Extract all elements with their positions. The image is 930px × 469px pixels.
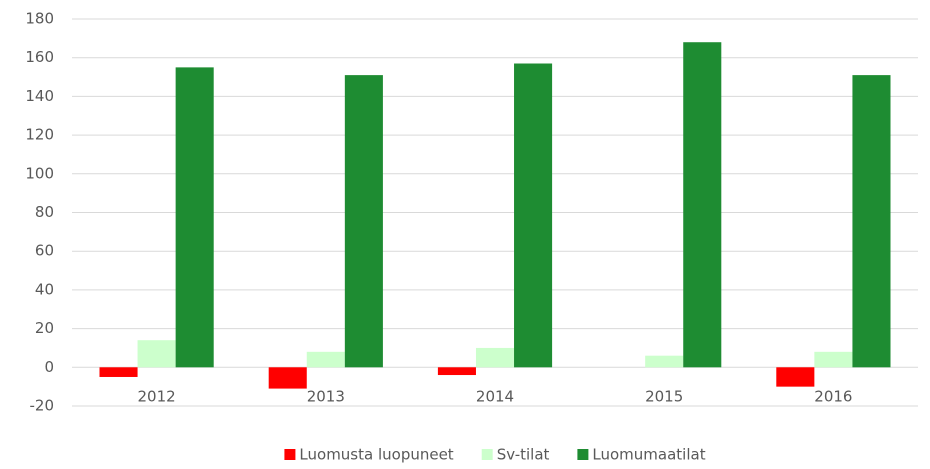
bar [268,367,307,389]
x-tick-label: 2012 [138,388,176,406]
bar [344,75,383,368]
x-tick-label: 2015 [645,388,683,406]
legend-swatch [481,449,493,460]
bar [852,75,891,368]
bar [99,367,138,377]
legend-label: Sv-tilat [497,446,550,464]
legend-swatch [577,449,589,460]
y-tick-label: 180 [25,10,54,28]
bar [175,67,214,368]
bar [306,351,345,368]
bar [645,355,684,368]
y-tick-label: 100 [25,164,54,182]
y-tick-label: 20 [35,319,54,337]
bar [514,63,553,368]
y-tick-label: 80 [35,203,54,221]
y-tick-label: -20 [30,397,55,415]
bar [475,347,515,368]
legend: Luomusta luopuneet Sv-tilat Luomumaatilat [284,446,706,464]
legend-swatch [284,449,296,460]
bar [814,351,853,368]
y-tick-label: 160 [25,48,54,66]
x-tick-label: 2013 [307,388,345,406]
x-tick-label: 2014 [476,388,514,406]
bar [683,42,722,368]
bar [776,367,815,387]
y-tick-label: 40 [35,280,54,298]
legend-label: Luomusta luopuneet [299,446,453,464]
y-tick-label: 120 [25,126,54,144]
bar [137,340,176,368]
y-tick-label: 140 [25,87,54,105]
bar [437,367,476,376]
y-tick-label: 0 [44,358,54,376]
y-tick-label: 60 [35,242,54,260]
x-tick-label: 2016 [814,388,852,406]
legend-label: Luomumaatilat [592,446,705,464]
